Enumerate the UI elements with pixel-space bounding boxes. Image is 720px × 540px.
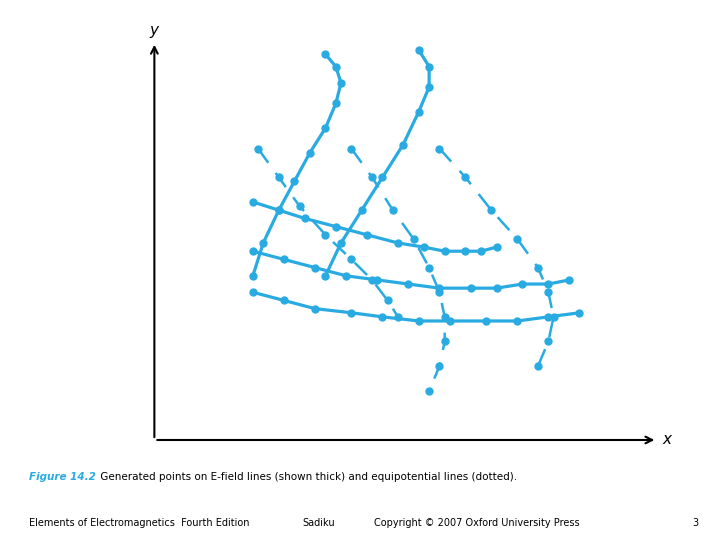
- Text: Sadiku: Sadiku: [302, 518, 335, 528]
- Text: Generated points on E-field lines (shown thick) and equipotential lines (dotted): Generated points on E-field lines (shown…: [97, 472, 518, 483]
- Text: Elements of Electromagnetics  Fourth Edition: Elements of Electromagnetics Fourth Edit…: [29, 518, 249, 528]
- Text: 3: 3: [692, 518, 698, 528]
- Text: Figure 14.2: Figure 14.2: [29, 472, 96, 483]
- Text: y: y: [150, 23, 159, 38]
- Text: x: x: [662, 433, 671, 448]
- Text: Copyright © 2007 Oxford University Press: Copyright © 2007 Oxford University Press: [374, 518, 580, 528]
